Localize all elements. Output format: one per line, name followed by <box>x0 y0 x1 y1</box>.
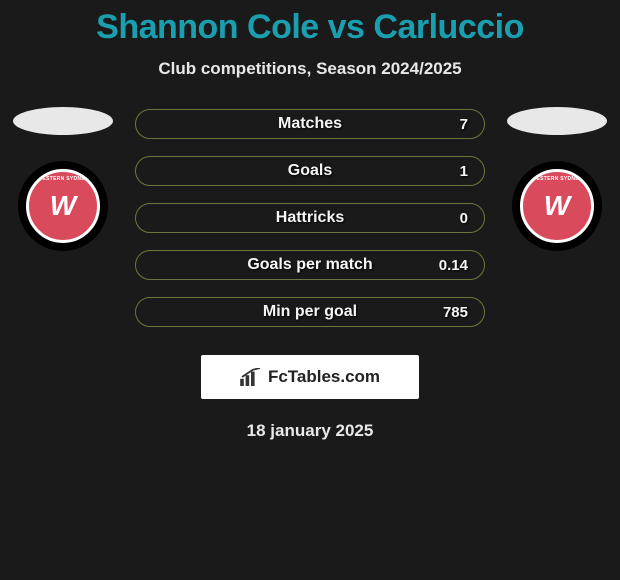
stat-row-hattricks: Hattricks 0 <box>135 203 485 233</box>
flag-right <box>507 107 607 135</box>
stat-right-value: 1 <box>438 163 468 180</box>
stat-label: Goals <box>288 162 332 180</box>
club-badge-inner-left: WESTERN SYDNEY W <box>26 169 100 243</box>
club-badge-text-right: WESTERN SYDNEY <box>523 176 591 182</box>
subtitle: Club competitions, Season 2024/2025 <box>0 59 620 79</box>
club-badge-inner-right: WESTERN SYDNEY W <box>520 169 594 243</box>
club-badge-letter-left: W <box>50 190 76 222</box>
stat-label: Hattricks <box>276 209 344 227</box>
player-left-col: WESTERN SYDNEY W <box>8 107 118 251</box>
stat-right-value: 7 <box>438 116 468 133</box>
chart-icon <box>240 368 262 386</box>
player-right-col: WESTERN SYDNEY W <box>502 107 612 251</box>
stat-right-value: 0 <box>438 210 468 227</box>
stat-row-mpg: Min per goal 785 <box>135 297 485 327</box>
stat-label: Goals per match <box>247 256 372 274</box>
comparison-card: Shannon Cole vs Carluccio Club competiti… <box>0 0 620 441</box>
stat-right-value: 785 <box>438 304 468 321</box>
stats-column: Matches 7 Goals 1 Hattricks 0 Goals per … <box>135 107 485 327</box>
brand-box[interactable]: FcTables.com <box>201 355 419 399</box>
flag-left <box>13 107 113 135</box>
brand-text: FcTables.com <box>268 367 380 387</box>
page-title: Shannon Cole vs Carluccio <box>0 8 620 47</box>
date-text: 18 january 2025 <box>0 421 620 441</box>
stat-row-gpm: Goals per match 0.14 <box>135 250 485 280</box>
stat-row-matches: Matches 7 <box>135 109 485 139</box>
stat-label: Min per goal <box>263 303 357 321</box>
stat-label: Matches <box>278 115 342 133</box>
main-row: WESTERN SYDNEY W Matches 7 Goals 1 Hattr… <box>0 107 620 327</box>
stat-right-value: 0.14 <box>438 257 468 274</box>
club-badge-right: WESTERN SYDNEY W <box>512 161 602 251</box>
club-badge-left: WESTERN SYDNEY W <box>18 161 108 251</box>
stat-row-goals: Goals 1 <box>135 156 485 186</box>
club-badge-text-left: WESTERN SYDNEY <box>29 176 97 182</box>
club-badge-letter-right: W <box>544 190 570 222</box>
